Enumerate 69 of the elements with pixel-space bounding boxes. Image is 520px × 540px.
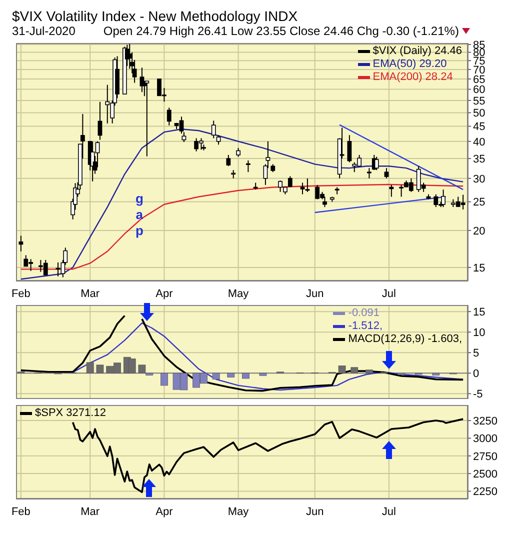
- bar: [432, 372, 440, 376]
- y-tick-label: 65: [473, 74, 486, 86]
- legend-label: EMA(200) 28.24: [372, 71, 453, 84]
- chart-subtitle: 31-Jul-2020: [12, 24, 76, 38]
- y-tick-label: 15: [473, 306, 486, 318]
- y-tick-label: 40: [473, 136, 486, 148]
- y-tick-label: 45: [473, 121, 486, 134]
- y-tick-label: -5: [473, 388, 483, 401]
- bar: [160, 372, 168, 386]
- chart-title: $VIX Volatility Index - New Methodology INDX: [12, 8, 298, 24]
- candlestick: [384, 168, 389, 179]
- bar: [86, 362, 94, 374]
- x-tick-label: May: [228, 288, 250, 300]
- legend-label: $VIX (Daily) 24.46: [372, 45, 462, 58]
- bar: [212, 372, 220, 380]
- candlestick: [322, 196, 327, 208]
- candlestick: [246, 160, 250, 173]
- x-tick-label: Mar: [80, 288, 100, 300]
- legend-label: MACD(12,26,9) -1.603,: [348, 333, 462, 346]
- y-tick-label: 10: [473, 326, 486, 339]
- x-tick-label: Jul: [382, 288, 396, 300]
- x-tick-label: Mar: [80, 506, 100, 518]
- candlestick: [216, 134, 221, 146]
- y-tick-label: 60: [473, 84, 486, 96]
- legend-label: -0.091: [348, 307, 380, 320]
- bar: [338, 366, 346, 374]
- candlestick: [389, 184, 394, 198]
- y-tick-label: 3250: [473, 415, 498, 428]
- x-tick-label: Apr: [156, 288, 174, 300]
- x-tick-label: Jun: [306, 288, 324, 300]
- candlestick: [347, 134, 352, 163]
- bar: [350, 367, 358, 374]
- y-tick-label: 30: [473, 173, 486, 186]
- legend-label: EMA(50) 29.20: [372, 58, 447, 71]
- bar: [366, 370, 373, 374]
- y-tick-label: 3000: [473, 433, 498, 446]
- candlestick: [374, 156, 379, 171]
- y-tick-label: 2500: [473, 468, 498, 480]
- y-tick-label: 35: [473, 153, 486, 166]
- candlestick: [226, 154, 231, 167]
- text: Open 24.79 High 26.41 Low 23.55 Close 24.46 Chg -0.30 (-1.21%): [103, 24, 459, 38]
- candlestick: [18, 235, 24, 252]
- y-tick-label: 15: [473, 262, 486, 274]
- y-tick-label: 2750: [473, 450, 498, 463]
- x-tick-label: Jul: [382, 506, 396, 518]
- x-tick-label: Feb: [11, 506, 30, 518]
- candlestick: [211, 120, 216, 139]
- y-tick-label: 2250: [473, 486, 498, 498]
- candlestick: [367, 168, 372, 179]
- bar: [242, 372, 250, 379]
- annotation: gap: [134, 190, 144, 239]
- y-tick-label: 0: [473, 368, 480, 380]
- y-tick-label: 25: [473, 196, 486, 209]
- bar: [96, 364, 104, 374]
- y-tick-label: 50: [473, 108, 486, 120]
- y-tick-label: 70: [473, 64, 486, 76]
- x-tick-label: Jun: [306, 506, 324, 518]
- bar: [227, 372, 235, 378]
- x-tick-label: Apr: [156, 506, 174, 518]
- legend-label: $SPX 3271.12: [35, 407, 106, 420]
- legend-label: -1.512,: [348, 320, 383, 333]
- x-tick-label: May: [228, 506, 250, 518]
- bar: [259, 372, 267, 376]
- y-tick-label: 20: [473, 225, 486, 238]
- candlestick: [166, 107, 172, 126]
- y-tick-label: 5: [473, 348, 480, 360]
- line-series: [20, 184, 464, 270]
- x-tick-label: Feb: [11, 288, 30, 300]
- y-tick-label: 55: [473, 95, 486, 108]
